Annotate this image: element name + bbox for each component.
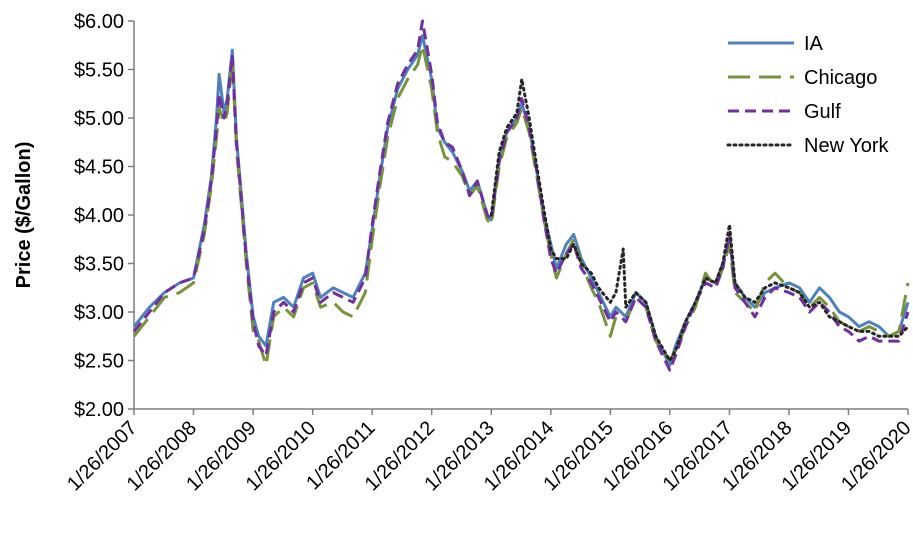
legend-label: New York	[804, 135, 889, 157]
x-tick-labels: 1/26/20071/26/20081/26/20091/26/20101/26…	[63, 409, 913, 495]
y-tick-label: $5.50	[74, 60, 124, 82]
y-tick-labels: $2.00 $2.50 $3.00 $3.50 $4.00 $4.50 $5.00 $5.50…	[74, 11, 134, 421]
y-tick-label: $3.00	[74, 302, 124, 324]
legend-label: Gulf	[804, 101, 841, 123]
series-line-new-york	[489, 77, 910, 362]
y-tick-label: $3.50	[74, 254, 124, 276]
y-tick-label: $2.50	[74, 351, 124, 373]
y-tick-label: $4.00	[74, 205, 124, 227]
series-lines	[132, 19, 910, 372]
series-line-gulf	[132, 19, 910, 372]
y-tick-label: $6.00	[74, 11, 124, 33]
legend-label: IA	[804, 33, 824, 55]
legend: IA Chicago Gulf New York	[726, 33, 889, 157]
legend-label: Chicago	[804, 67, 877, 89]
y-tick-label: $2.00	[74, 399, 124, 421]
y-axis-title: Price ($/Gallon)	[13, 142, 35, 289]
y-tick-label: $5.00	[74, 108, 124, 130]
y-tick-label: $4.50	[74, 157, 124, 179]
